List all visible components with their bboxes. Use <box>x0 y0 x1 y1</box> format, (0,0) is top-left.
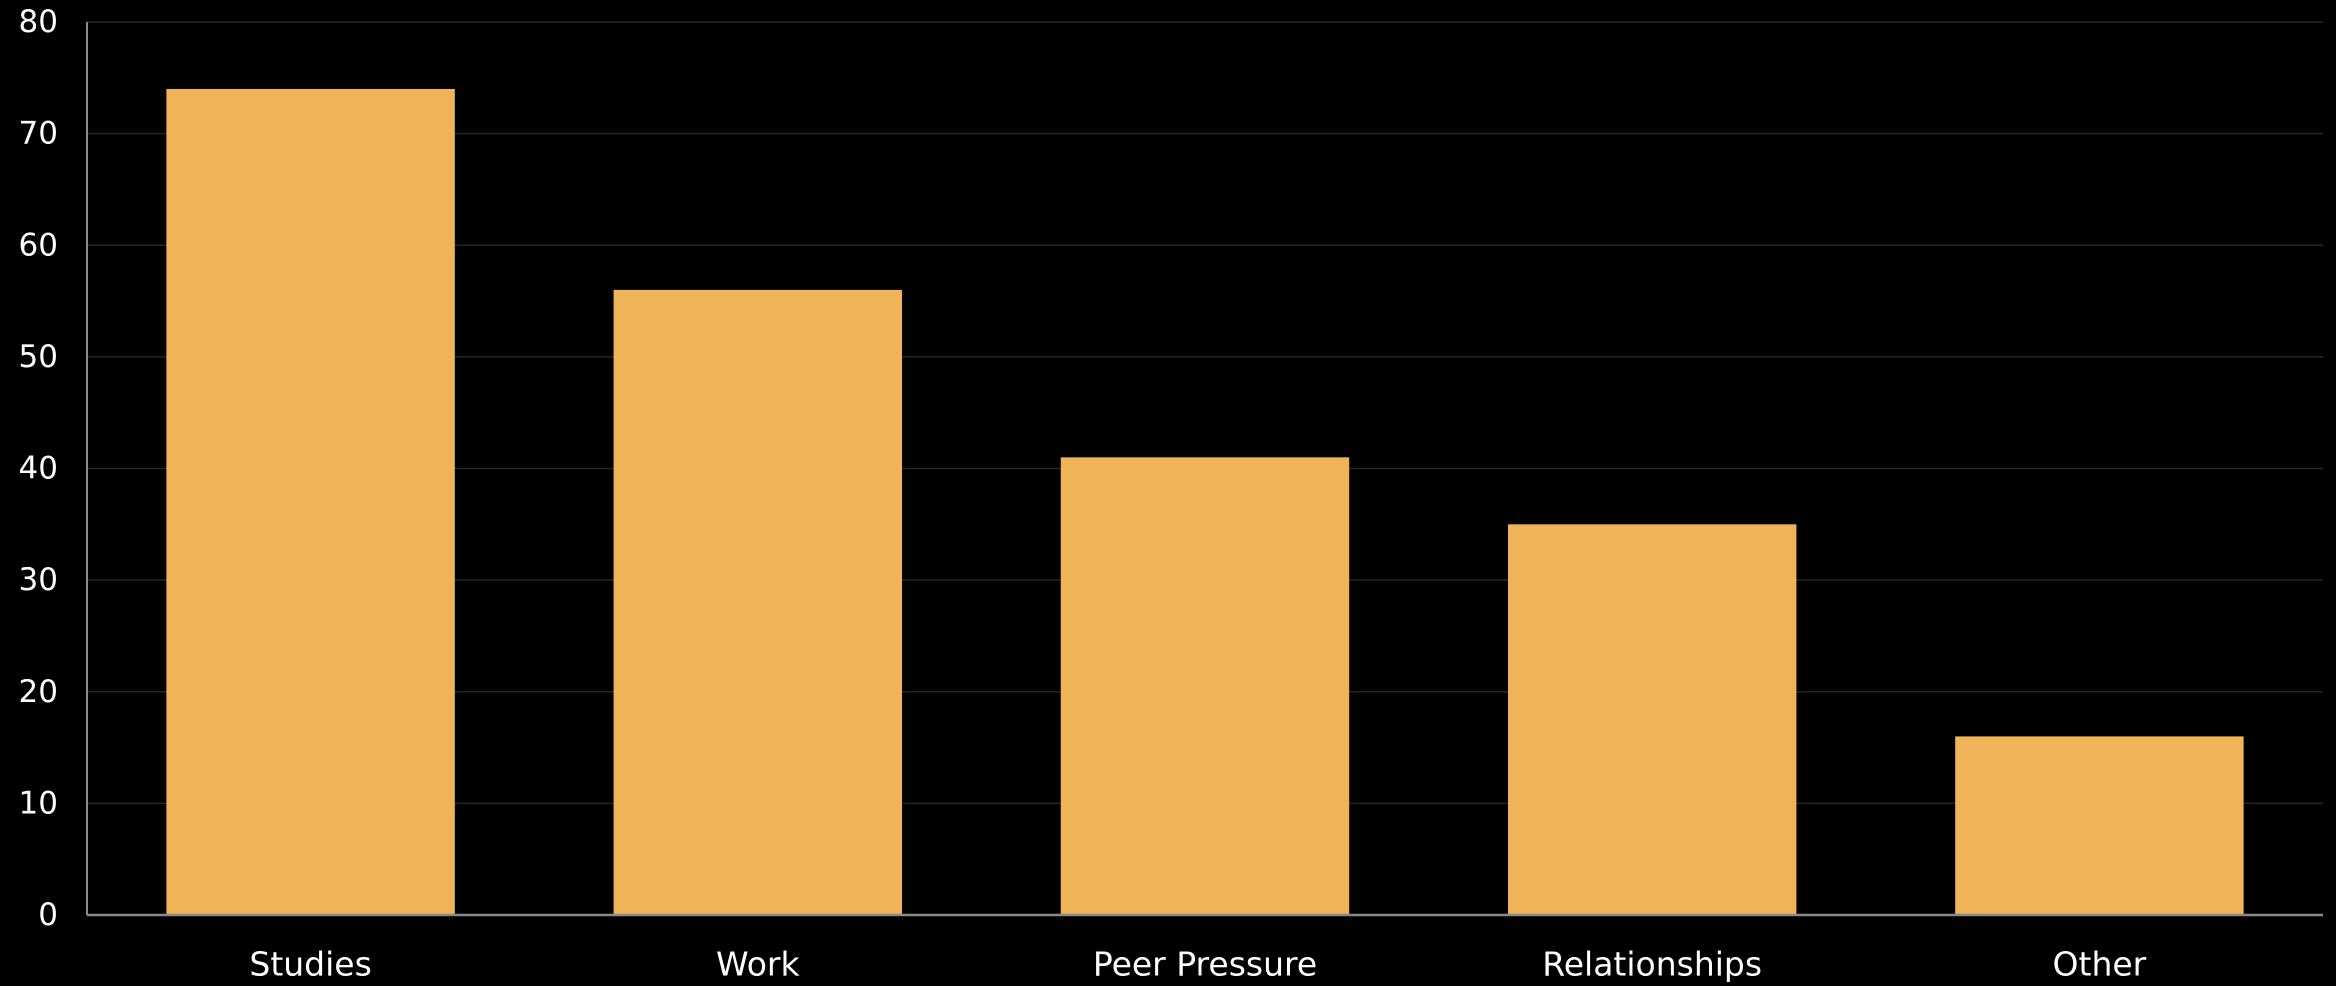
bar-peer-pressure <box>1060 457 1350 915</box>
x-tick-label: Studies <box>249 945 371 983</box>
x-tick-label: Peer Pressure <box>1093 945 1317 983</box>
y-tick-label: 10 <box>19 785 58 821</box>
x-tick-labels: Studies Work Peer Pressure Relationships Oth… <box>249 945 2147 984</box>
y-tick-label: 0 <box>38 897 58 933</box>
y-tick-label: 40 <box>19 451 58 487</box>
x-tick-label: Work <box>716 945 800 983</box>
y-tick-label: 60 <box>19 227 58 263</box>
y-tick-label: 80 <box>19 4 58 40</box>
y-tick-label: 50 <box>19 339 58 375</box>
x-tick-label: Other <box>2053 945 2147 983</box>
y-tick-label: 30 <box>19 562 58 598</box>
bars <box>166 88 2244 916</box>
y-tick-labels: 0 10 20 30 40 50 60 70 80 <box>19 4 58 933</box>
bar-work <box>613 289 903 915</box>
x-tick-label: Relationships <box>1542 945 1762 983</box>
y-tick-label: 70 <box>19 116 58 152</box>
y-tick-label: 20 <box>19 674 58 710</box>
bar-other <box>1955 736 2244 915</box>
axes <box>86 22 2323 917</box>
bar-relationships <box>1507 524 1797 915</box>
bar-studies <box>166 88 455 916</box>
